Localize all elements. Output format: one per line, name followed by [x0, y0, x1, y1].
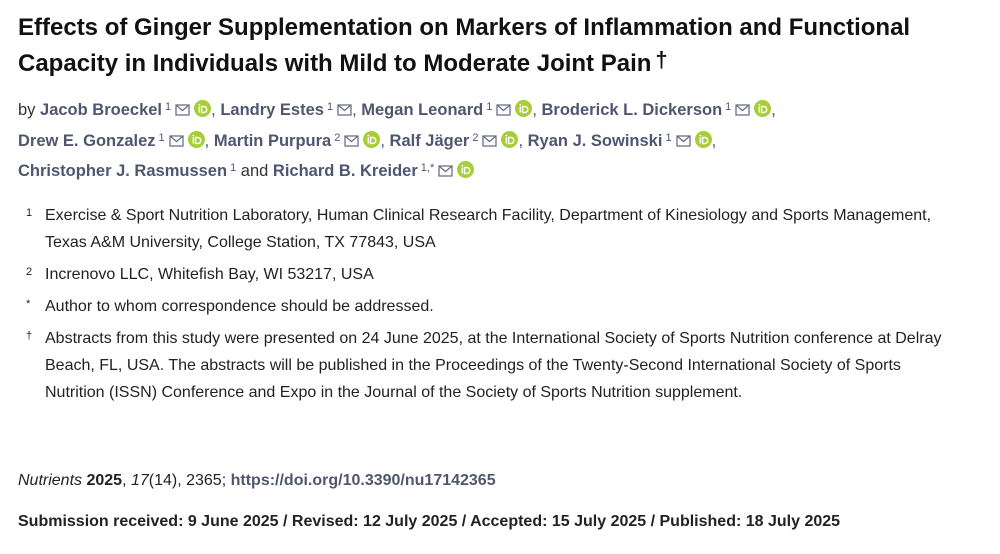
- author-name[interactable]: Broderick L. Dickerson: [541, 101, 723, 119]
- author: Richard B. Kreider 1,*: [272, 161, 475, 180]
- affiliation: * Author to whom correspondence should be…: [18, 293, 978, 320]
- author-name[interactable]: Jacob Broeckel: [40, 101, 163, 119]
- orcid-icon[interactable]: [457, 161, 475, 178]
- author-affiliation: 1: [165, 101, 172, 113]
- author: Christopher J. Rasmussen 1: [18, 162, 236, 180]
- author-list: by Jacob Broeckel 1, Landry Estes 1, Megan…: [18, 94, 776, 186]
- author-affiliation: 2: [334, 131, 341, 144]
- email-icon[interactable]: [675, 134, 691, 147]
- affiliation-marker: †: [26, 330, 33, 342]
- orcid-icon[interactable]: [754, 100, 772, 117]
- year: 2025: [86, 472, 123, 489]
- article-number: , 2365;: [177, 472, 227, 489]
- affiliation-marker: 1: [26, 207, 33, 219]
- orcid-icon[interactable]: [363, 130, 381, 148]
- by-label: by: [18, 101, 36, 119]
- affiliation-text: Exercise & Sport Nutrition Laboratory, H…: [45, 207, 932, 251]
- email-icon[interactable]: [344, 134, 359, 147]
- author: Broderick L. Dickerson 1: [541, 100, 772, 119]
- separator: ,: [211, 101, 216, 119]
- author-affiliation: 1: [230, 162, 237, 174]
- affiliation-marker: *: [26, 298, 31, 310]
- separator: ,: [204, 131, 210, 150]
- author: Megan Leonard 1: [361, 100, 533, 119]
- affiliation: 2 Increnovo LLC, Whitefish Bay, WI 53217,…: [18, 261, 978, 288]
- author-affiliation: 2: [472, 131, 479, 144]
- title-text: Effects of Ginger Supplementation on Mar…: [18, 14, 911, 77]
- author-affiliation: 1: [725, 101, 732, 113]
- author-line: by Jacob Broeckel 1, Landry Estes 1, Megan…: [18, 94, 776, 125]
- affiliation-text: Author to whom correspondence should be …: [45, 298, 434, 315]
- title-mark: †: [655, 47, 668, 72]
- author-name[interactable]: Christopher J. Rasmussen: [18, 162, 228, 180]
- author-affiliation: 1: [326, 101, 334, 113]
- author-name[interactable]: Martin Purpura: [213, 131, 332, 150]
- affiliation-text: Increnovo LLC, Whitefish Bay, WI 53217, …: [45, 266, 374, 283]
- author-line: Christopher J. Rasmussen 1 and Richard B.…: [18, 155, 776, 186]
- affiliation-marker: 2: [26, 266, 33, 278]
- affiliation: † Abstracts from this study were presente…: [18, 325, 978, 406]
- issue: (14): [148, 472, 178, 489]
- author: Jacob Broeckel 1: [40, 100, 212, 119]
- author: Ryan J. Sowinski 1: [527, 130, 712, 150]
- separator: ,: [771, 101, 776, 119]
- email-icon[interactable]: [175, 104, 190, 116]
- doi-link[interactable]: https://doi.org/10.3390/nu17142365: [230, 472, 496, 489]
- author-line: Drew E. Gonzalez 1, Martin Purpura 2, Ralf…: [18, 125, 776, 156]
- author-affiliation: 1,*: [420, 162, 435, 174]
- volume: 17: [130, 472, 149, 489]
- separator: ,: [532, 101, 537, 119]
- article-title: Effects of Ginger Supplementation on Mar…: [18, 12, 933, 80]
- author-name[interactable]: Richard B. Kreider: [272, 162, 418, 180]
- author-name[interactable]: Drew E. Gonzalez: [18, 131, 156, 150]
- email-icon[interactable]: [496, 104, 511, 116]
- orcid-icon[interactable]: [501, 130, 519, 148]
- separator: ,: [380, 131, 385, 150]
- affiliation-text: Abstracts from this study were presented…: [45, 330, 942, 401]
- orcid-icon[interactable]: [515, 100, 533, 117]
- author-affiliation: 1: [158, 131, 165, 144]
- author: Landry Estes 1: [220, 101, 352, 119]
- author-affiliation: 1: [486, 101, 493, 113]
- author-name[interactable]: Ralf Jäger: [389, 131, 470, 150]
- author: Drew E. Gonzalez 1: [18, 130, 205, 150]
- separator: ,: [352, 101, 357, 119]
- author-name[interactable]: Landry Estes: [220, 101, 324, 119]
- affiliation: 1 Exercise & Sport Nutrition Laboratory, …: [18, 202, 978, 256]
- orcid-icon[interactable]: [694, 130, 712, 148]
- email-icon[interactable]: [438, 165, 453, 177]
- author-name[interactable]: Megan Leonard: [361, 101, 484, 119]
- citation: Nutrients 2025, 17(14), 2365; https://do…: [18, 472, 496, 489]
- publication-dates: Submission received: 9 June 2025 / Revis…: [18, 513, 841, 530]
- author: Ralf Jäger 2: [389, 130, 519, 150]
- email-icon[interactable]: [337, 104, 352, 116]
- separator: ,: [518, 131, 524, 150]
- affiliation-list: 1 Exercise & Sport Nutrition Laboratory, …: [18, 202, 978, 411]
- email-icon[interactable]: [169, 134, 184, 147]
- journal: Nutrients: [18, 472, 83, 489]
- author-affiliation: 1: [665, 131, 672, 144]
- email-icon[interactable]: [482, 134, 498, 147]
- author: Martin Purpura 2: [213, 130, 381, 150]
- orcid-icon[interactable]: [194, 100, 212, 117]
- and-label: and: [240, 162, 269, 180]
- author-name[interactable]: Ryan J. Sowinski: [527, 131, 663, 150]
- orcid-icon[interactable]: [187, 130, 205, 148]
- email-icon[interactable]: [735, 104, 750, 116]
- separator: ,: [711, 131, 717, 150]
